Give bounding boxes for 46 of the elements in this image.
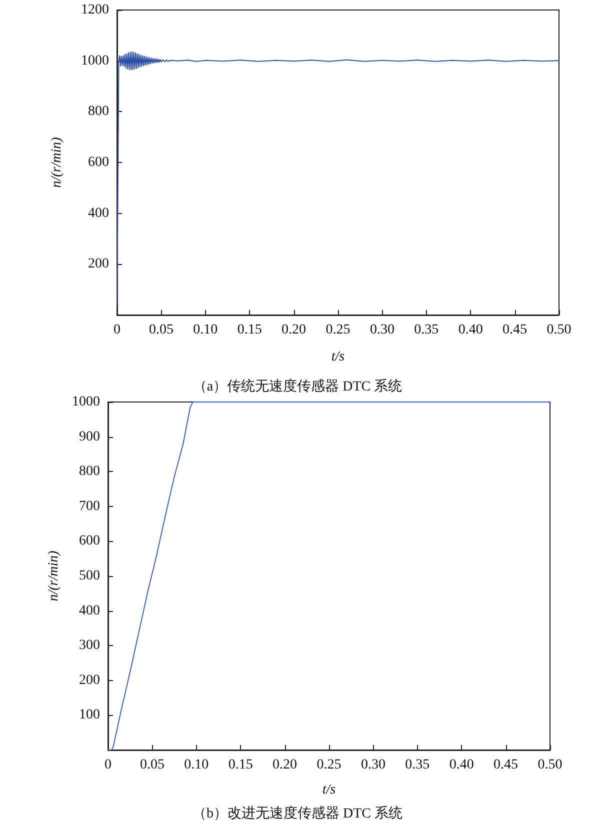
y-tick-label: 1200 [81,2,109,18]
y-tick-label: 100 [79,708,100,723]
y-tick-label: 1000 [72,394,100,410]
x-tick-label: 0 [114,322,120,338]
x-tick-label: 0.45 [502,322,528,338]
x-tick-label: 0.50 [546,322,572,338]
y-tick-label: 300 [79,638,100,654]
x-tick-label: 0.30 [370,322,394,338]
x-tick-label: 0.30 [360,758,386,772]
x-tick-label: 0.40 [458,322,483,338]
text: （a）传统无速度传感器 DTC 系统 [192,378,402,394]
x-tick-label: 0.15 [237,322,262,338]
x-tick-label: 0.25 [326,322,350,338]
text: （b）改进无速度传感器 DTC 系统 [192,806,402,822]
y-axis-title: n/(r/min) [46,550,62,602]
x-tick-label: 0.25 [316,758,342,772]
x-tick-label: 0.35 [414,322,439,338]
x-tick-label: 0.40 [449,758,474,772]
x-tick-label: 0.05 [140,758,164,772]
x-tick-label: 0.15 [228,758,253,772]
x-axis-title: t/s [331,350,346,364]
y-tick-label: 800 [88,104,109,120]
x-tick-label: 0.45 [494,758,518,772]
y-tick-label: 200 [79,672,100,688]
y-axis-title: n/(r/min) [50,136,64,188]
x-tick-label: 0 [104,758,112,772]
y-tick-label: 700 [79,498,100,514]
y-tick-label: 400 [88,206,109,221]
y-tick-label: 200 [88,256,109,272]
x-axis-title: t/s [322,782,336,798]
y-tick-label: 500 [79,568,100,584]
line-series [116,51,560,306]
line-series [108,402,550,750]
y-tick-label: 600 [88,155,109,170]
y-tick-label: 800 [79,464,100,480]
x-tick-label: 0.50 [538,758,562,772]
x-tick-label: 0.10 [184,758,209,772]
y-tick-label: 900 [79,429,100,444]
x-tick-label: 0.20 [282,322,306,338]
x-tick-label: 0.10 [193,322,218,338]
y-tick-label: 600 [79,534,100,549]
y-tick-label: 1000 [81,53,109,68]
x-tick-label: 0.05 [148,322,174,338]
x-tick-label: 0.20 [272,758,298,772]
y-tick-label: 400 [79,603,100,618]
x-tick-label: 0.35 [405,758,430,772]
